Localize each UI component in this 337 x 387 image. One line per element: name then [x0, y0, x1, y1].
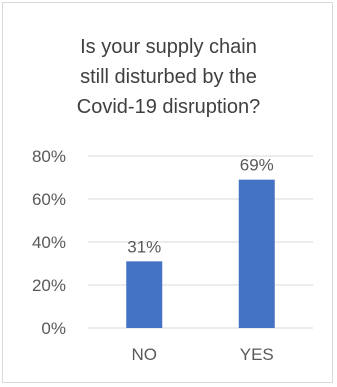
bar-yes [238, 179, 275, 328]
y-tick-label: 40% [32, 233, 66, 252]
gridlines [88, 155, 313, 329]
y-axis: 0% 20% 40% 60% 80% [32, 147, 66, 338]
y-tick-label: 0% [41, 319, 66, 338]
y-tick-label: 80% [32, 147, 66, 166]
chart-title-line-3: Covid-19 disruption? [76, 96, 261, 118]
chart-title-line-2: still disturbed by the [80, 66, 257, 88]
chart-title: Is your supply chain still disturbed by … [0, 32, 337, 122]
chart-title-line-1: Is your supply chain [80, 36, 257, 58]
y-tick-label: 60% [32, 190, 66, 209]
data-label-yes: 69% [240, 156, 274, 175]
x-tick-label-yes: YES [240, 345, 274, 364]
bar-no [126, 261, 163, 328]
y-tick-label: 20% [32, 276, 66, 295]
bars [126, 179, 275, 328]
data-label-no: 31% [127, 237, 161, 256]
x-axis: NO YES [132, 345, 274, 364]
x-tick-label-no: NO [132, 345, 158, 364]
chart-frame [2, 2, 333, 383]
data-labels: 31% 69% [127, 156, 274, 257]
